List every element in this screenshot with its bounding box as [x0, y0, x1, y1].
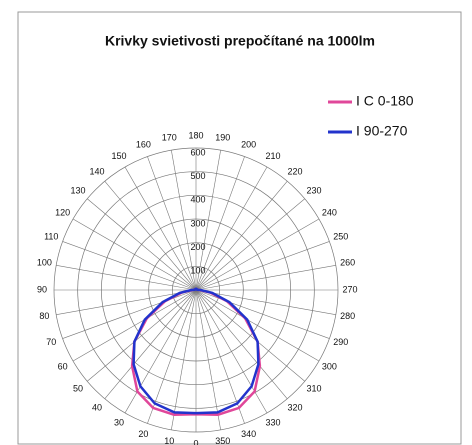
angle-tick-label: 340 [241, 429, 256, 439]
ring-grid-line [53, 147, 339, 433]
angle-tick-label: 230 [306, 185, 321, 195]
ring-grid-line [124, 218, 268, 362]
angle-tick-label: 40 [92, 402, 102, 412]
angle-tick-label: 80 [39, 311, 49, 321]
r-tick-label: 600 [190, 147, 205, 157]
angle-tick-label: 320 [287, 402, 302, 412]
r-tick-label: 200 [190, 242, 205, 252]
angle-tick-label: 210 [265, 151, 280, 161]
angle-tick-label: 190 [215, 133, 230, 143]
series-line [132, 287, 260, 415]
ring-grid-line [148, 242, 244, 338]
angle-tick-label: 0 [193, 438, 198, 445]
r-tick-label: 400 [190, 195, 205, 205]
ring-grid-line [77, 171, 315, 409]
angle-tick-label: 160 [136, 140, 151, 150]
angle-tick-label: 70 [46, 337, 56, 347]
ring-grid-line [100, 194, 292, 386]
angle-tick-label: 130 [71, 185, 86, 195]
angle-tick-label: 260 [340, 258, 355, 268]
angle-tick-label: 150 [111, 151, 126, 161]
legend-label: I C 0-180 [356, 93, 414, 109]
angle-tick-label: 200 [241, 140, 256, 150]
angle-tick-label: 120 [55, 207, 70, 217]
angle-tick-label: 140 [89, 166, 104, 176]
r-tick-label: 100 [190, 266, 205, 276]
angle-tick-label: 240 [322, 207, 337, 217]
angle-tick-label: 100 [37, 258, 52, 268]
angle-tick-label: 90 [37, 284, 47, 294]
angle-tick-label: 30 [114, 418, 124, 428]
ring-grid-line [171, 265, 221, 315]
angle-tick-label: 220 [287, 166, 302, 176]
chart-frame [17, 11, 462, 445]
angle-tick-label: 330 [265, 418, 280, 428]
angle-tick-label: 270 [342, 284, 357, 294]
angle-tick-label: 10 [164, 436, 174, 445]
angle-tick-label: 110 [44, 232, 58, 242]
angle-tick-label: 290 [333, 337, 348, 347]
angle-tick-label: 20 [138, 429, 148, 439]
chart-title: Krivky svietivosti prepočítané na 1000lm [105, 33, 375, 49]
angle-tick-label: 170 [162, 133, 177, 143]
angle-tick-label: 350 [215, 436, 230, 445]
r-tick-label: 300 [190, 218, 205, 228]
angle-tick-label: 180 [188, 130, 203, 140]
angle-tick-label: 50 [73, 383, 83, 393]
angle-tick-label: 300 [322, 361, 337, 371]
r-tick-label: 500 [190, 171, 205, 181]
angle-tick-label: 310 [306, 383, 321, 393]
legend-label: I 90-270 [356, 123, 408, 139]
angle-tick-label: 60 [58, 361, 68, 371]
angle-tick-label: 280 [340, 311, 355, 321]
angle-tick-label: 250 [333, 232, 348, 242]
